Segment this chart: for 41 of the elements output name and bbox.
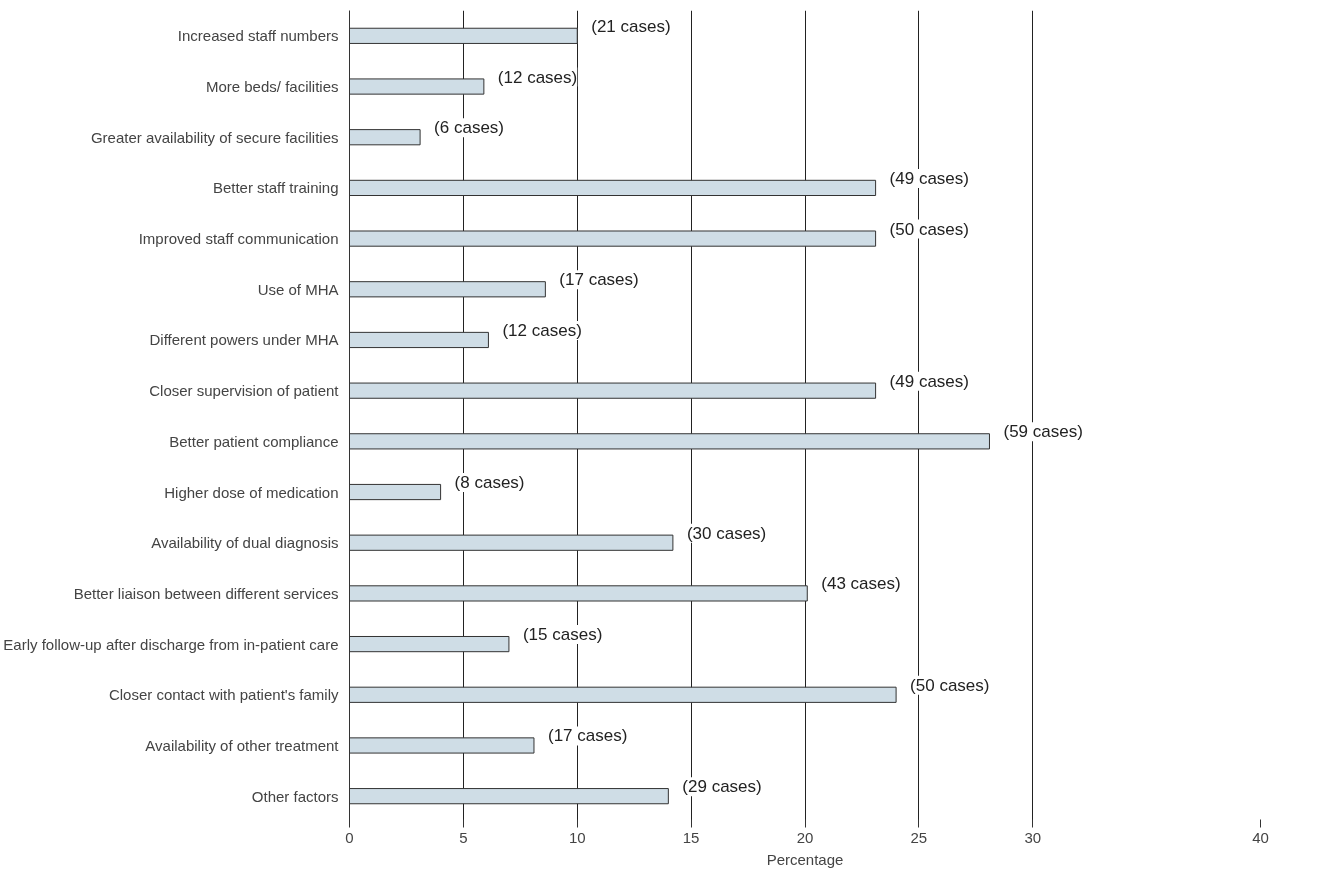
- y-tick-label: Higher dose of medication: [164, 483, 339, 501]
- x-tick-label: 30: [1024, 828, 1042, 846]
- annotation: (49 cases): [889, 168, 969, 188]
- x-tick-label: 20: [796, 828, 814, 846]
- x-tick-label: 25: [910, 828, 928, 846]
- annotation: (50 cases): [889, 219, 969, 239]
- annotation: (17 cases): [559, 270, 639, 290]
- y-tick-label: Different powers under MHA: [149, 331, 339, 349]
- x-tick-label: 5: [459, 828, 468, 846]
- y-tick-label: Better patient compliance: [169, 432, 339, 450]
- annotation: (6 cases): [434, 118, 505, 138]
- annotation: (15 cases): [522, 625, 603, 645]
- y-tick-label: Better liaison between different services: [73, 584, 339, 602]
- x-axis-title: Percentage: [766, 850, 844, 868]
- annotation: (30 cases): [686, 523, 767, 543]
- x-tick-label: 40: [1252, 828, 1269, 846]
- annotation: (43 cases): [821, 574, 901, 594]
- y-tick-label: Closer contact with patient's family: [108, 686, 339, 704]
- annotation: (21 cases): [591, 16, 671, 36]
- x-tick-label: 0: [345, 828, 354, 846]
- y-tick-label: Closer supervision of patient: [149, 382, 340, 400]
- annotation: (17 cases): [547, 726, 628, 746]
- annotation: (59 cases): [1003, 422, 1083, 442]
- annotation: (12 cases): [497, 67, 578, 87]
- y-tick-label: More beds/ facilities: [205, 78, 339, 96]
- y-tick-label: Availability of other treatment: [145, 736, 340, 754]
- y-tick-label: Other factors: [251, 787, 339, 805]
- y-tick-label: Better staff training: [212, 179, 339, 197]
- y-tick-label: Increased staff numbers: [177, 27, 339, 45]
- y-tick-label: Availability of dual diagnosis: [151, 534, 339, 552]
- annotation: (8 cases): [454, 473, 525, 493]
- y-tick-label: Improved staff communication: [138, 230, 339, 248]
- y-tick-label: Greater availability of secure facilities: [90, 128, 339, 146]
- x-tick-label: 10: [568, 828, 586, 846]
- y-tick-label: Early follow-up after discharge from in-patient care: [3, 635, 339, 653]
- y-tick-label: Use of MHA: [257, 280, 339, 298]
- x-tick-label: 15: [682, 828, 700, 846]
- annotation: (49 cases): [889, 371, 969, 391]
- annotation: (50 cases): [910, 675, 990, 695]
- annotation: (29 cases): [682, 777, 762, 797]
- annotation: (12 cases): [502, 320, 582, 340]
